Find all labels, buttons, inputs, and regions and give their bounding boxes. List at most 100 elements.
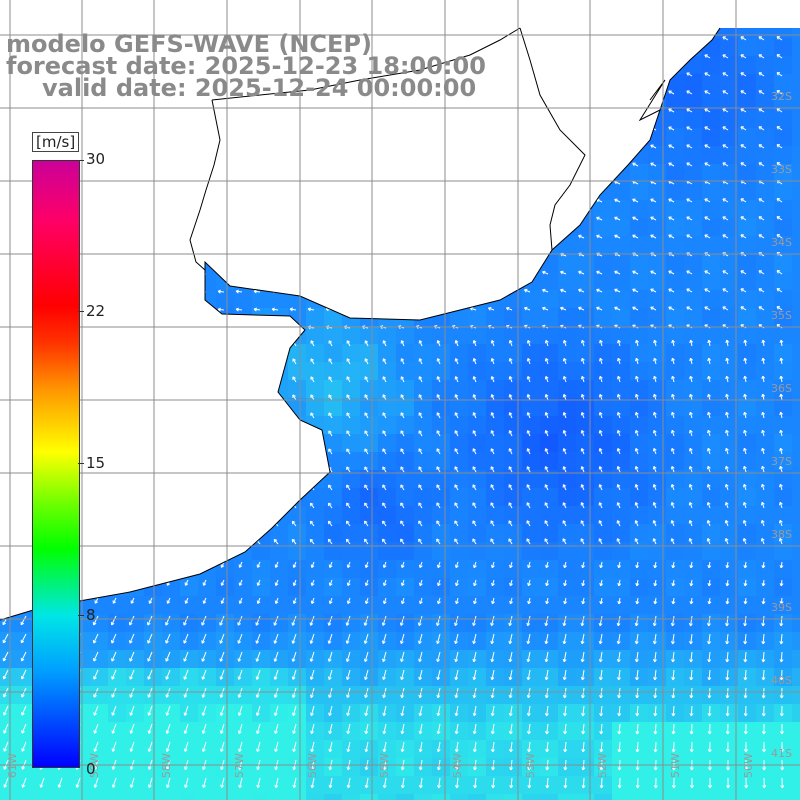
wind-speed-cell (774, 128, 793, 147)
wind-arrow (93, 723, 99, 734)
wind-arrow (562, 357, 567, 365)
wind-speed-cell (234, 344, 253, 363)
wind-speed-cell (126, 524, 145, 543)
wind-arrow (653, 651, 657, 663)
wind-arrow (490, 687, 495, 699)
wind-arrow (686, 144, 693, 149)
wind-speed-cell (324, 344, 343, 363)
wind-arrow (524, 306, 531, 311)
wind-arrow (508, 339, 513, 347)
wind-arrow (490, 741, 495, 753)
wind-speed-cell (414, 722, 433, 741)
wind-speed-cell (594, 470, 613, 489)
wind-speed-cell (306, 506, 325, 525)
wind-speed-cell (666, 434, 685, 453)
wind-speed-cell (162, 326, 181, 345)
wind-speed-cell (360, 218, 379, 237)
wind-arrow (292, 376, 297, 383)
wind-speed-cell (522, 686, 541, 705)
wind-speed-cell (558, 416, 577, 435)
wind-speed-cell (792, 236, 800, 255)
wind-speed-cell (774, 524, 793, 543)
wind-arrow (292, 561, 297, 568)
wind-speed-cell (216, 398, 235, 417)
wind-arrow (20, 539, 27, 545)
wind-speed-cell (576, 56, 595, 75)
wind-arrow (112, 561, 117, 568)
wind-speed-cell (684, 56, 703, 75)
wind-arrow (147, 503, 153, 509)
wind-speed-cell (432, 794, 451, 800)
wind-speed-cell (702, 236, 721, 255)
wind-speed-cell (180, 560, 199, 579)
wind-speed-cell (612, 686, 631, 705)
wind-speed-cell (162, 380, 181, 399)
wind-arrow (1, 272, 9, 277)
wind-speed-cell (540, 326, 559, 345)
wind-speed-cell (342, 254, 361, 273)
wind-speed-cell (324, 794, 343, 800)
wind-speed-cell (360, 596, 379, 615)
wind-speed-cell (342, 290, 361, 309)
wind-speed-cell (540, 236, 559, 255)
wind-arrow (490, 448, 495, 455)
wind-speed-cell (594, 290, 613, 309)
wind-speed-cell (648, 272, 667, 291)
wind-speed-cell (252, 164, 271, 183)
wind-speed-cell (144, 326, 163, 345)
wind-speed-cell (432, 200, 451, 219)
wind-arrow (526, 448, 531, 455)
wind-speed-cell (414, 272, 433, 291)
wind-speed-cell (450, 434, 469, 453)
wind-speed-cell (432, 254, 451, 273)
wind-arrow (544, 375, 549, 383)
wind-speed-cell (162, 272, 181, 291)
wind-arrow (598, 484, 603, 491)
wind-arrow (93, 651, 99, 662)
wind-arrow (599, 597, 604, 605)
wind-speed-cell (774, 650, 793, 669)
wind-speed-cell (288, 686, 307, 705)
wind-speed-cell (540, 488, 559, 507)
wind-speed-cell (576, 758, 595, 777)
wind-speed-cell (324, 506, 343, 525)
wind-speed-cell (342, 344, 361, 363)
wind-arrow (166, 358, 171, 365)
wind-arrow (325, 199, 333, 204)
wind-speed-cell (360, 542, 379, 561)
wind-speed-cell (486, 776, 505, 795)
wind-arrow (598, 502, 603, 509)
wind-speed-cell (720, 758, 739, 777)
wind-speed-cell (648, 398, 667, 417)
wind-speed-cell (702, 506, 721, 525)
wind-speed-cell (126, 704, 145, 723)
wind-arrow (328, 484, 333, 491)
wind-arrow (111, 394, 117, 401)
wind-arrow (544, 502, 549, 509)
wind-speed-cell (792, 28, 800, 39)
wind-arrow (740, 144, 747, 149)
wind-speed-cell (162, 506, 181, 525)
wind-speed-cell (630, 704, 649, 723)
wind-arrow (235, 127, 243, 132)
wind-speed-cell (792, 92, 800, 111)
wind-speed-cell (468, 650, 487, 669)
wind-arrow (578, 144, 585, 149)
wind-arrow (127, 127, 135, 132)
wind-speed-cell (144, 776, 163, 795)
wind-speed-cell (288, 344, 307, 363)
wind-speed-cell (702, 326, 721, 345)
wind-speed-cell (324, 686, 343, 705)
wind-arrow (93, 669, 99, 680)
wind-speed-cell (360, 668, 379, 687)
wind-arrow (415, 163, 423, 167)
wind-arrow (472, 448, 477, 455)
wind-speed-cell (126, 542, 145, 561)
wind-arrow (743, 651, 748, 663)
wind-speed-cell (234, 452, 253, 471)
wind-speed-cell (396, 470, 415, 489)
wind-speed-cell (684, 74, 703, 93)
wind-speed-cell (378, 596, 397, 615)
wind-arrow (722, 126, 729, 131)
wind-arrow (346, 412, 351, 419)
